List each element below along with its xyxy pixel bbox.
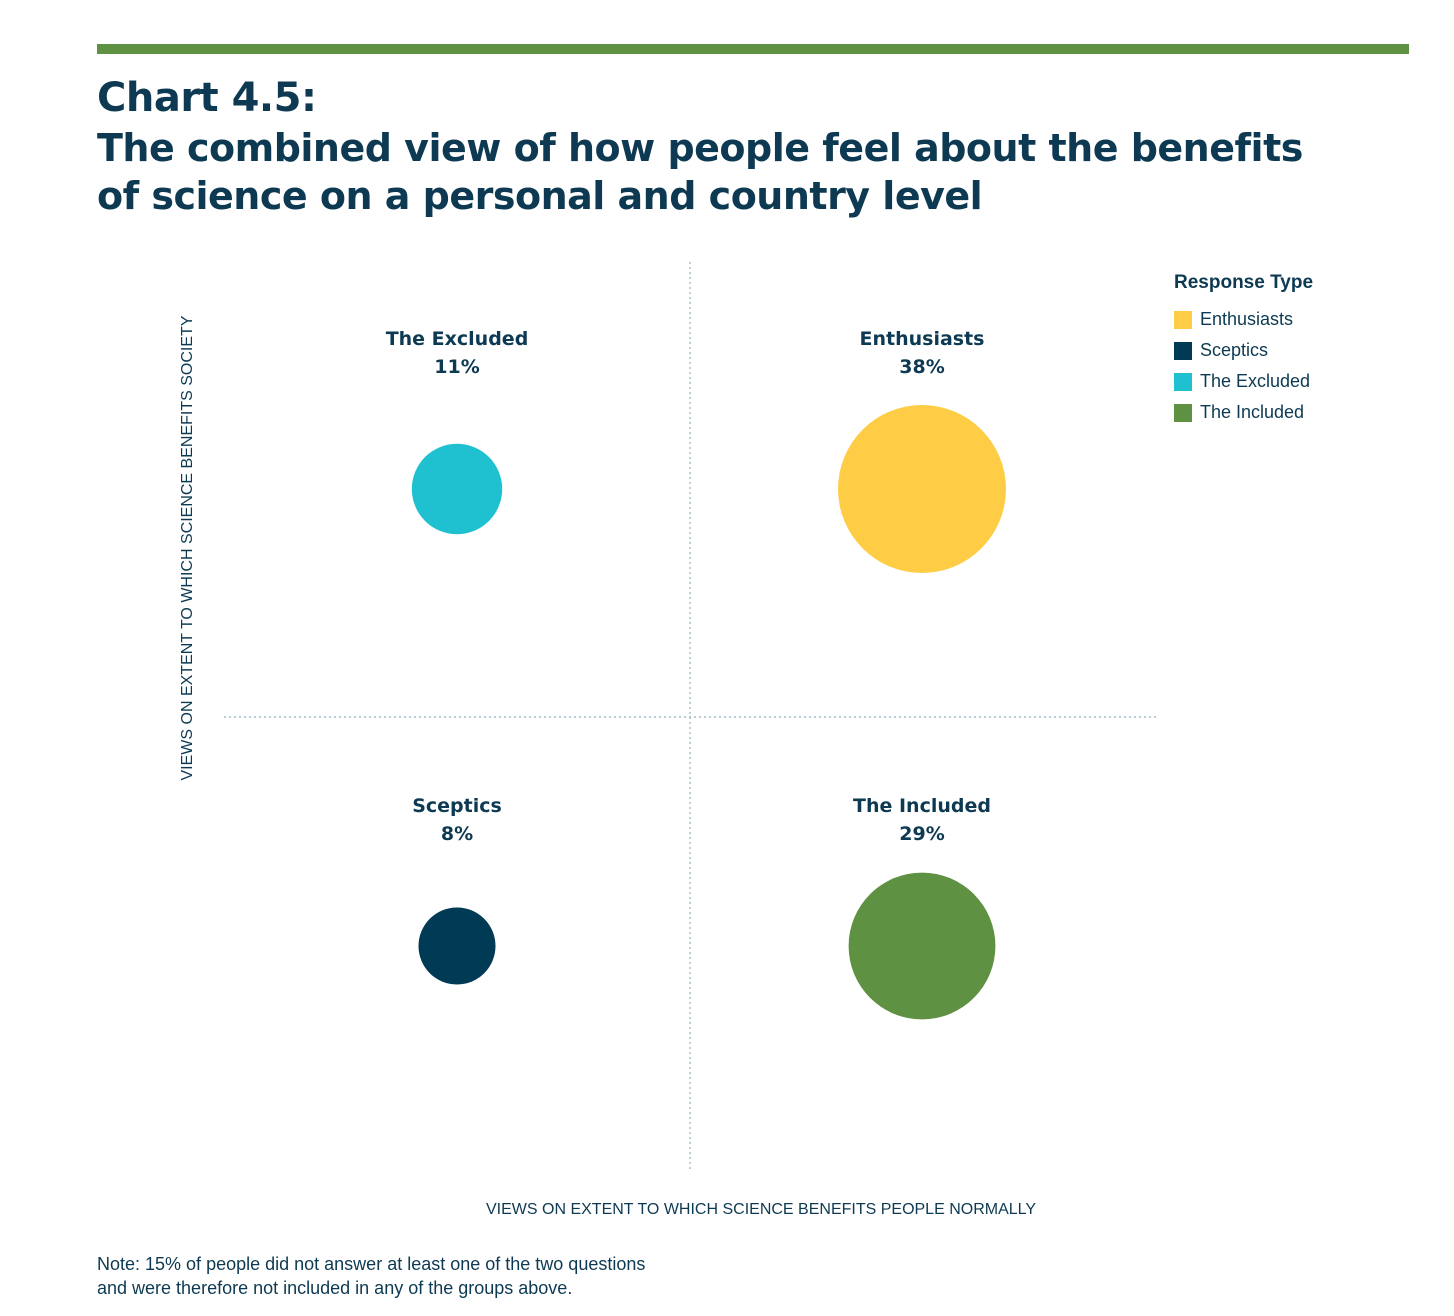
chart-title: Chart 4.5: The combined view of how peop… xyxy=(97,72,1397,220)
legend-swatch xyxy=(1174,310,1192,329)
legend-item-sceptics: Sceptics xyxy=(1174,335,1313,366)
bubble-sceptics xyxy=(418,907,496,985)
bubble-value-the-excluded: 11% xyxy=(434,356,479,378)
bubble-value-the-included: 29% xyxy=(899,823,944,845)
bubble-the-included xyxy=(848,872,996,1020)
legend-label: Enthusiasts xyxy=(1200,309,1294,329)
bubble-value-sceptics: 8% xyxy=(441,823,473,845)
title-line-2: of science on a personal and country lev… xyxy=(97,174,983,218)
top-rule xyxy=(97,44,1409,54)
legend-swatch xyxy=(1174,403,1192,422)
legend-title: Response Type xyxy=(1174,272,1314,293)
bubble-enthusiasts xyxy=(838,405,1006,573)
footnote-line-1: Note: 15% of people did not answer at le… xyxy=(97,1254,646,1274)
x-axis-label: VIEWS ON EXTENT TO WHICH SCIENCE BENEFIT… xyxy=(486,1201,1037,1218)
bubble-label-the-excluded: The Excluded xyxy=(386,328,529,350)
legend-swatch xyxy=(1174,372,1192,391)
bubble-label-sceptics: Sceptics xyxy=(412,795,502,817)
legend-item-excluded: The Excluded xyxy=(1174,366,1313,397)
legend: Response Type Enthusiasts Sceptics The E… xyxy=(1174,272,1313,428)
legend-item-included: The Included xyxy=(1174,397,1313,428)
legend-item-enthusiasts: Enthusiasts xyxy=(1174,304,1313,335)
bubble-value-enthusiasts: 38% xyxy=(899,356,944,378)
bubble-label-enthusiasts: Enthusiasts xyxy=(860,328,985,350)
title-line-1: The combined view of how people feel abo… xyxy=(97,126,1303,170)
footnote: Note: 15% of people did not answer at le… xyxy=(97,1252,645,1300)
legend-label: The Excluded xyxy=(1200,371,1311,391)
bubble-label-the-included: The Included xyxy=(853,795,991,817)
bubble-the-excluded xyxy=(411,443,503,535)
legend-label: The Included xyxy=(1200,402,1305,422)
legend-label: Sceptics xyxy=(1200,340,1269,360)
y-axis-label: VIEWS ON EXTENT TO WHICH SCIENCE BENEFIT… xyxy=(179,315,196,781)
legend-swatch xyxy=(1174,341,1192,360)
footnote-line-2: and were therefore not included in any o… xyxy=(97,1278,573,1298)
chart-number: Chart 4.5: xyxy=(97,75,317,121)
